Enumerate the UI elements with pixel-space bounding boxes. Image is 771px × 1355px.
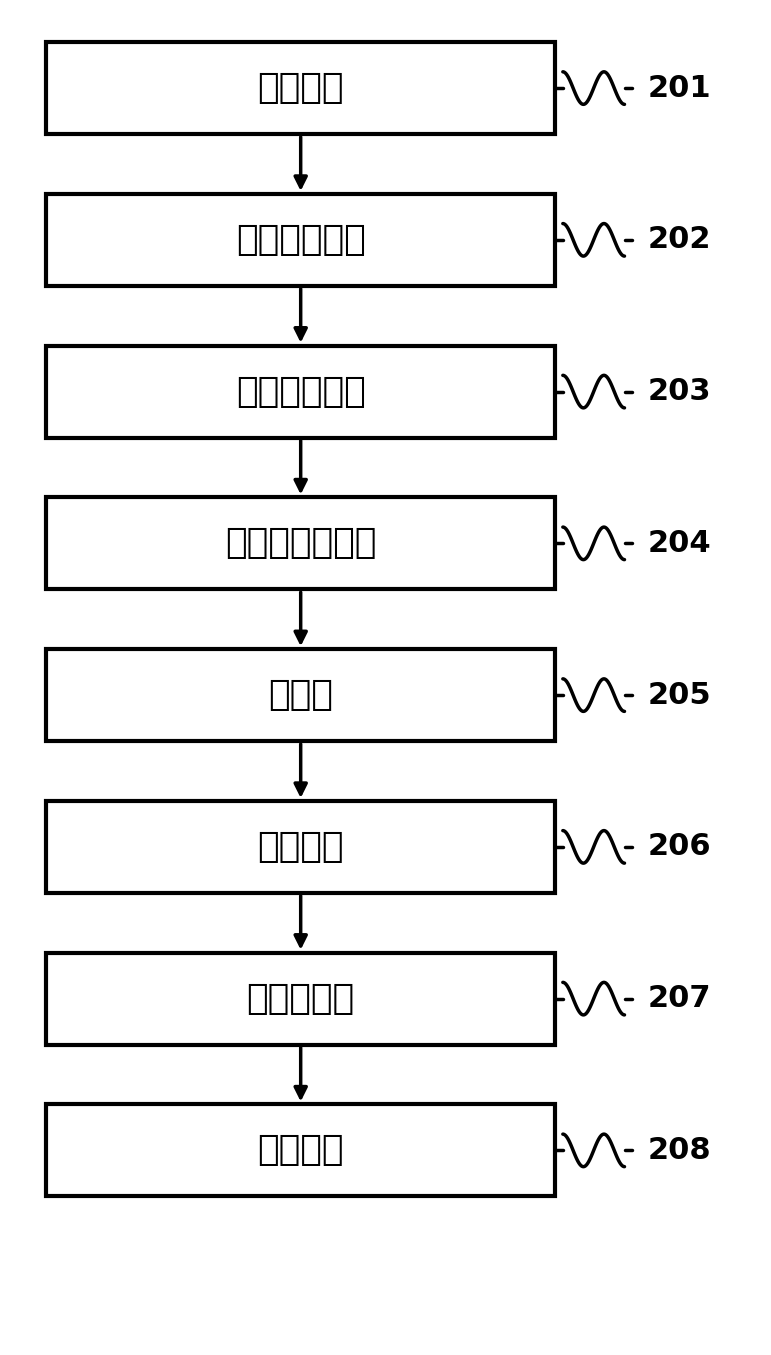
Text: 202: 202 [648, 225, 711, 255]
Bar [46, 953, 555, 1045]
Text: 蚀刻处理: 蚀刻处理 [258, 829, 344, 864]
Text: 206: 206 [648, 832, 712, 862]
Text: 沉积非晶硅层: 沉积非晶硅层 [236, 374, 365, 409]
Bar [46, 1104, 555, 1196]
Text: 提供硅片: 提供硅片 [258, 70, 344, 106]
Text: 207: 207 [648, 984, 711, 1014]
Bar [46, 346, 555, 438]
Text: 形成含硼阻挡层: 形成含硼阻挡层 [225, 526, 376, 561]
Text: 201: 201 [648, 73, 712, 103]
Text: 208: 208 [648, 1135, 712, 1165]
Text: 沉积钝化膜: 沉积钝化膜 [247, 981, 355, 1016]
Bar [46, 801, 555, 893]
Bar [46, 42, 555, 134]
Text: 生长氧化硅层: 生长氧化硅层 [236, 222, 365, 257]
Text: 204: 204 [648, 528, 712, 558]
Bar [46, 497, 555, 589]
Bar [46, 649, 555, 741]
Text: 热处理: 热处理 [268, 678, 333, 713]
Bar [46, 194, 555, 286]
Text: 设置电极: 设置电极 [258, 1133, 344, 1168]
Text: 205: 205 [648, 680, 712, 710]
Text: 203: 203 [648, 377, 711, 406]
